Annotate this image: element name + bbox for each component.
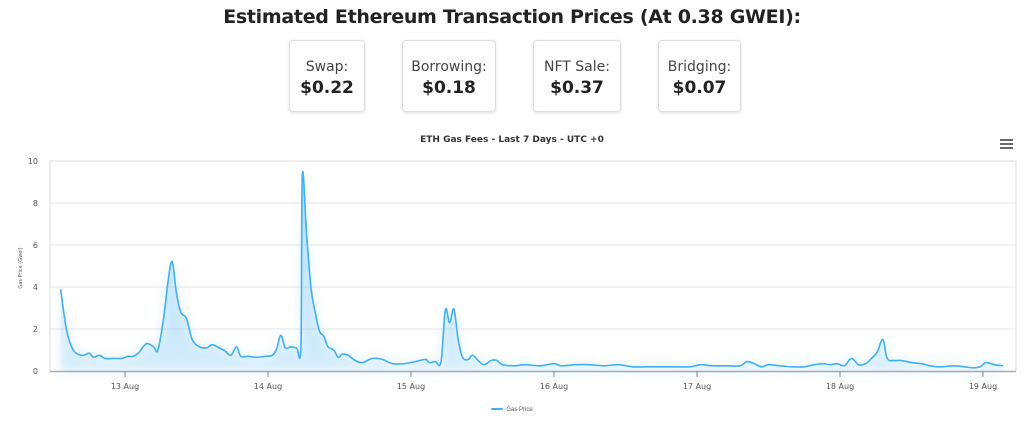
y-tick-label: 6 [33, 241, 38, 250]
series-area [60, 171, 1004, 371]
y-tick-label: 4 [33, 283, 38, 292]
card-value: $0.37 [550, 78, 604, 98]
legend[interactable]: Gas Price [0, 407, 1024, 413]
card-label: NFT Sale: [544, 59, 610, 75]
card-value: $0.22 [300, 78, 354, 98]
chart-title: ETH Gas Fees - Last 7 Days - UTC +0 [420, 135, 604, 145]
y-axis-label: Gas Price (Gwei) [18, 247, 24, 288]
y-tick-label: 2 [33, 325, 38, 334]
y-tick-label: 0 [33, 367, 38, 376]
card-nft-sale: NFT Sale: $0.37 [533, 40, 621, 112]
hamburger-menu-icon[interactable] [1000, 139, 1013, 150]
y-tick-label: 10 [28, 157, 38, 166]
x-tick-label: 13 Aug [111, 382, 139, 391]
x-tick-label: 19 Aug [969, 382, 997, 391]
y-tick-label: 8 [33, 199, 38, 208]
x-tick-label: 14 Aug [254, 382, 282, 391]
gas-price-chart: 0 2 4 6 8 10 13 Aug 14 Aug 15 Aug 16 Aug 17 Aug 18… [18, 157, 1017, 391]
card-label: Bridging: [667, 59, 732, 75]
card-label: Borrowing: [411, 59, 487, 75]
card-label: Swap: [305, 59, 349, 75]
card-value: $0.07 [672, 78, 727, 98]
card-borrowing: Borrowing: $0.18 [402, 40, 496, 112]
legend-swatch [491, 408, 504, 411]
x-tick-label: 17 Aug [683, 382, 711, 391]
series-glow [60, 171, 1004, 371]
card-bridging: Bridging: $0.07 [658, 40, 741, 112]
x-tick-label: 15 Aug [397, 382, 425, 391]
price-cards: Swap: $0.22 Borrowing: $0.18 NFT Sale: $… [0, 40, 1024, 116]
page-title: Estimated Ethereum Transaction Prices (A… [223, 6, 801, 28]
x-tick-label: 16 Aug [540, 382, 568, 391]
card-swap: Swap: $0.22 [289, 40, 365, 112]
x-tick-label: 18 Aug [826, 382, 854, 391]
legend-label: Gas Price [506, 407, 533, 413]
card-value: $0.18 [422, 78, 476, 98]
series-line-gas-price [59, 171, 1004, 369]
